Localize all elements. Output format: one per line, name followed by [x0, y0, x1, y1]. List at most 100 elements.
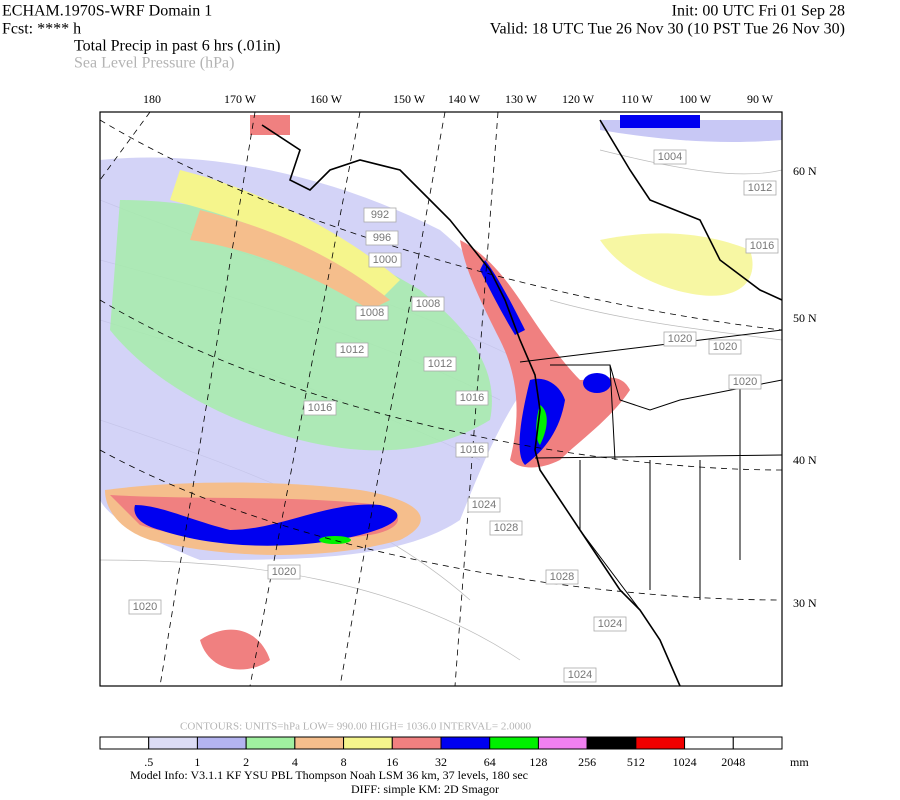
colorbar-label: 256 [578, 755, 596, 769]
isobar-label-box [743, 180, 777, 196]
isobar-label-box [335, 342, 369, 358]
colorbar-box [537, 736, 588, 750]
lon-label: 90 W [747, 92, 774, 106]
colorbar-box [684, 736, 734, 750]
isobar-label-box [303, 400, 337, 416]
isobar-label: 1028 [550, 571, 574, 583]
colorbar-label: 1024 [673, 755, 697, 769]
lon-label: 180 [143, 92, 161, 106]
isobar-label-box [411, 296, 445, 312]
lon-label: 130 W [505, 92, 538, 106]
colorbar-box [294, 736, 345, 750]
colorbar-box [99, 736, 150, 750]
colorbar-box [440, 736, 491, 750]
isobar-label-box [128, 599, 162, 615]
isobar-label: 1016 [460, 392, 484, 404]
lat-label: 30 N [793, 596, 817, 610]
isobar-label-box [593, 616, 627, 632]
colorbar-box [586, 736, 637, 750]
colorbar-box [245, 736, 296, 750]
isobar-label: 1020 [668, 333, 692, 345]
model-name: ECHAM.1970S-WRF Domain 1 [2, 3, 212, 20]
isobar-label-box [467, 497, 501, 513]
isobar-label: 1020 [713, 341, 737, 353]
isobar-label: 1024 [568, 669, 592, 681]
isobar-label-box [745, 238, 779, 254]
lat-label: 40 N [793, 453, 817, 467]
colorbar-label: 128 [529, 755, 547, 769]
isobar-label-box [355, 305, 389, 321]
colorbar-box [343, 736, 393, 750]
valid-time: Valid: 18 UTC Tue 26 Nov 30 (10 PST Tue … [490, 21, 845, 38]
isobar-label: 1012 [428, 358, 452, 370]
colorbar-box [391, 736, 442, 750]
isobar-label-box [663, 331, 697, 347]
colorbar-label: 512 [627, 755, 645, 769]
lon-label: 110 W [621, 92, 653, 106]
isobar-label-box [728, 374, 762, 390]
colorbar-box [489, 736, 539, 750]
isobar-label-box [708, 339, 742, 355]
colorbar-box [196, 736, 247, 750]
lon-label: 140 W [448, 92, 481, 106]
colorbar-label: .5 [144, 755, 153, 769]
precip-field [100, 115, 782, 670]
isobar-label: 1008 [416, 298, 440, 310]
isobar-label-box [423, 356, 457, 372]
lat-label: 50 N [793, 311, 817, 325]
colorbar-label: 4 [292, 755, 298, 769]
colorbar-label: 2048 [721, 755, 745, 769]
isobar-label: 996 [373, 232, 391, 244]
field-title: Total Precip in past 6 hrs (.01in) [74, 38, 280, 55]
isobar-label-box [267, 564, 301, 580]
lon-label: 100 W [679, 92, 712, 106]
diff-info: DIFF: simple KM: 2D Smagor [351, 782, 499, 796]
isobar-label: 1024 [598, 618, 622, 630]
isobar-label: 1016 [308, 402, 332, 414]
model-info: Model Info: V3.1.1 KF YSU PBL Thompson N… [130, 768, 528, 782]
colorbar-box [148, 736, 198, 750]
isobar-label-box [653, 149, 687, 165]
lon-label: 170 W [224, 92, 257, 106]
lat-label: 60 N [793, 164, 817, 178]
isobar-label: 1000 [373, 254, 397, 266]
isobar-label: 1028 [494, 522, 518, 534]
isobar-label: 1012 [748, 182, 772, 194]
isobar-label-box [363, 207, 397, 223]
isobar-label: 1012 [340, 344, 364, 356]
isobar-label-box [368, 252, 402, 268]
colorbar-label: 2 [243, 755, 249, 769]
map-frame [99, 111, 783, 687]
colorbar-label: 8 [341, 755, 347, 769]
colorbar-label: 16 [386, 755, 398, 769]
isobar-label-box [455, 390, 489, 406]
isobar-label: 992 [371, 209, 389, 221]
isobar-label: 1008 [360, 307, 384, 319]
isobar-label: 1024 [472, 499, 496, 511]
isobar-label: 1016 [460, 444, 484, 456]
isobar-label-box [489, 520, 523, 536]
lon-label: 150 W [393, 92, 426, 106]
colorbar-unit: mm [790, 755, 809, 769]
forecast-hour: Fcst: **** h [2, 21, 81, 38]
overlay-title: Sea Level Pressure (hPa) [74, 55, 234, 72]
colorbar-label: 1 [194, 755, 200, 769]
isobar-label-box [365, 230, 399, 246]
isobar-label-box [563, 667, 597, 683]
isobar-label-box [545, 569, 579, 585]
colorbar-box [732, 736, 783, 750]
coastlines [261, 119, 782, 686]
init-time: Init: 00 UTC Fri 01 Sep 28 [672, 3, 845, 20]
isobar-label: 1020 [272, 566, 296, 578]
colorbar-box [635, 736, 686, 750]
contour-info: CONTOURS: UNITS=hPa LOW= 990.00 HIGH= 10… [180, 721, 532, 733]
map-area [100, 112, 782, 686]
colorbar-label: 64 [484, 755, 496, 769]
isobar-label: 1020 [133, 601, 157, 613]
colorbar-label: 32 [435, 755, 447, 769]
lon-label: 120 W [562, 92, 595, 106]
isobar-label: 1020 [733, 376, 757, 388]
lon-label: 160 W [310, 92, 343, 106]
isobar-label: 1004 [658, 151, 682, 163]
